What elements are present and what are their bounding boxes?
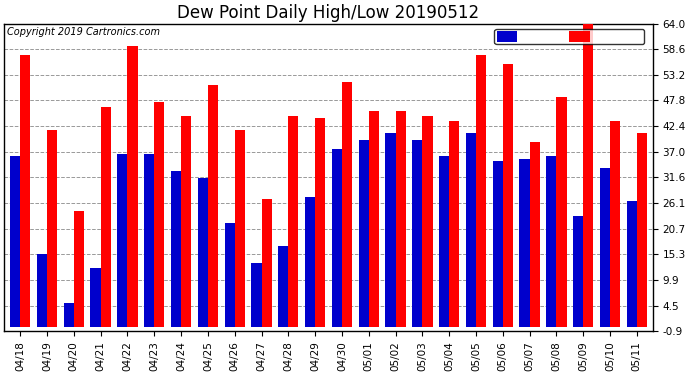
Bar <box>181 116 191 327</box>
Bar <box>117 154 128 327</box>
Bar <box>315 118 325 327</box>
Bar <box>251 263 262 327</box>
Bar <box>171 171 181 327</box>
Bar <box>278 246 288 327</box>
Bar <box>74 211 84 327</box>
Bar <box>422 116 433 327</box>
Bar <box>10 156 20 327</box>
Bar <box>359 140 368 327</box>
Bar <box>637 133 647 327</box>
Legend: Low  (°F), High  (°F): Low (°F), High (°F) <box>495 29 644 44</box>
Bar <box>198 178 208 327</box>
Bar <box>155 102 164 327</box>
Bar <box>144 154 155 327</box>
Bar <box>262 199 272 327</box>
Bar <box>224 223 235 327</box>
Text: Copyright 2019 Cartronics.com: Copyright 2019 Cartronics.com <box>8 27 160 37</box>
Bar <box>332 149 342 327</box>
Bar <box>520 159 529 327</box>
Bar <box>385 133 395 327</box>
Bar <box>47 130 57 327</box>
Bar <box>395 111 406 327</box>
Bar <box>600 168 610 327</box>
Bar <box>627 201 637 327</box>
Bar <box>449 121 460 327</box>
Title: Dew Point Daily High/Low 20190512: Dew Point Daily High/Low 20190512 <box>177 4 480 22</box>
Bar <box>476 54 486 327</box>
Bar <box>208 86 218 327</box>
Bar <box>63 303 74 327</box>
Bar <box>90 268 101 327</box>
Bar <box>305 196 315 327</box>
Bar <box>288 116 299 327</box>
Bar <box>342 81 352 327</box>
Bar <box>546 156 556 327</box>
Bar <box>573 216 583 327</box>
Bar <box>128 46 138 327</box>
Bar <box>37 254 47 327</box>
Bar <box>503 64 513 327</box>
Bar <box>556 97 566 327</box>
Bar <box>368 111 379 327</box>
Bar <box>235 130 245 327</box>
Bar <box>529 142 540 327</box>
Bar <box>412 140 422 327</box>
Bar <box>583 24 593 327</box>
Bar <box>466 133 476 327</box>
Bar <box>101 106 111 327</box>
Bar <box>20 54 30 327</box>
Bar <box>610 121 620 327</box>
Bar <box>493 161 503 327</box>
Bar <box>439 156 449 327</box>
